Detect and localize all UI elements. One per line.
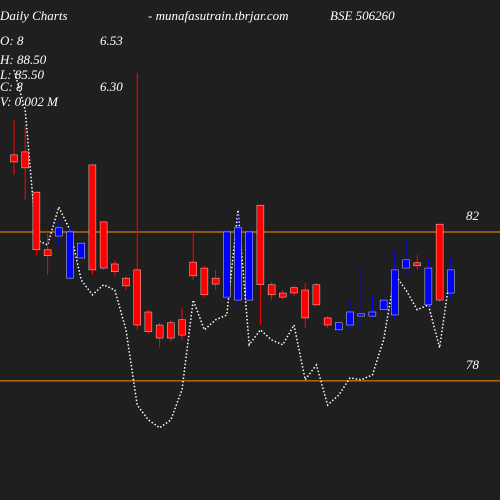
candle-body [379, 299, 388, 310]
candle-body [346, 311, 354, 326]
candle-body [267, 284, 276, 296]
candle-body [312, 284, 321, 306]
candle-body [435, 223, 444, 301]
candle-body [10, 154, 18, 163]
candle-body [211, 277, 220, 285]
overlay-line [13, 69, 452, 429]
candle-body [200, 267, 209, 296]
candle-body [357, 313, 365, 317]
candle-body [391, 269, 399, 316]
candle-body [447, 269, 455, 294]
candle-body [178, 319, 186, 336]
info-open: O: 8 [0, 33, 24, 48]
candle-body [335, 322, 343, 331]
candle-body [55, 227, 63, 237]
candle-body [21, 151, 29, 169]
candle-body [99, 221, 108, 269]
candle-body [111, 263, 119, 272]
candle-body [66, 231, 74, 279]
candle-body [122, 277, 130, 287]
candle-body [167, 322, 175, 339]
candle-body [144, 311, 153, 332]
candle-body [290, 287, 298, 294]
candle-body [77, 242, 85, 259]
candle-body [43, 249, 52, 256]
candle-body [223, 231, 231, 298]
candle-body [368, 311, 377, 317]
candle-body [234, 227, 242, 301]
candle-body [301, 289, 309, 319]
candle-body [32, 191, 41, 251]
candle-body [245, 231, 253, 301]
info-open-change: 6.53 [100, 33, 123, 48]
candle-body [155, 324, 164, 339]
info-high: H: 88.50 [0, 52, 47, 67]
candle-body [88, 164, 97, 271]
subtitle: - munafasutrain.tbrjar.com [148, 8, 288, 23]
info-close: C: 8 [0, 79, 23, 94]
candle-body [323, 317, 332, 326]
info-low: L: 85.50 [0, 67, 45, 82]
y-tick-label: 82 [466, 208, 480, 223]
candle-body [424, 267, 433, 306]
candle-body [413, 262, 421, 267]
y-tick-label: 78 [466, 357, 480, 372]
chart-title: Daily Charts [0, 8, 68, 23]
candle-body [279, 292, 287, 298]
candle-body [402, 259, 410, 269]
info-close-change: 6.30 [100, 79, 123, 94]
info-volume: V: 0.002 M [0, 94, 59, 109]
symbol: BSE 506260 [330, 8, 395, 23]
candle-body [133, 269, 141, 326]
candle-body [256, 204, 265, 286]
candle-body [189, 261, 197, 277]
